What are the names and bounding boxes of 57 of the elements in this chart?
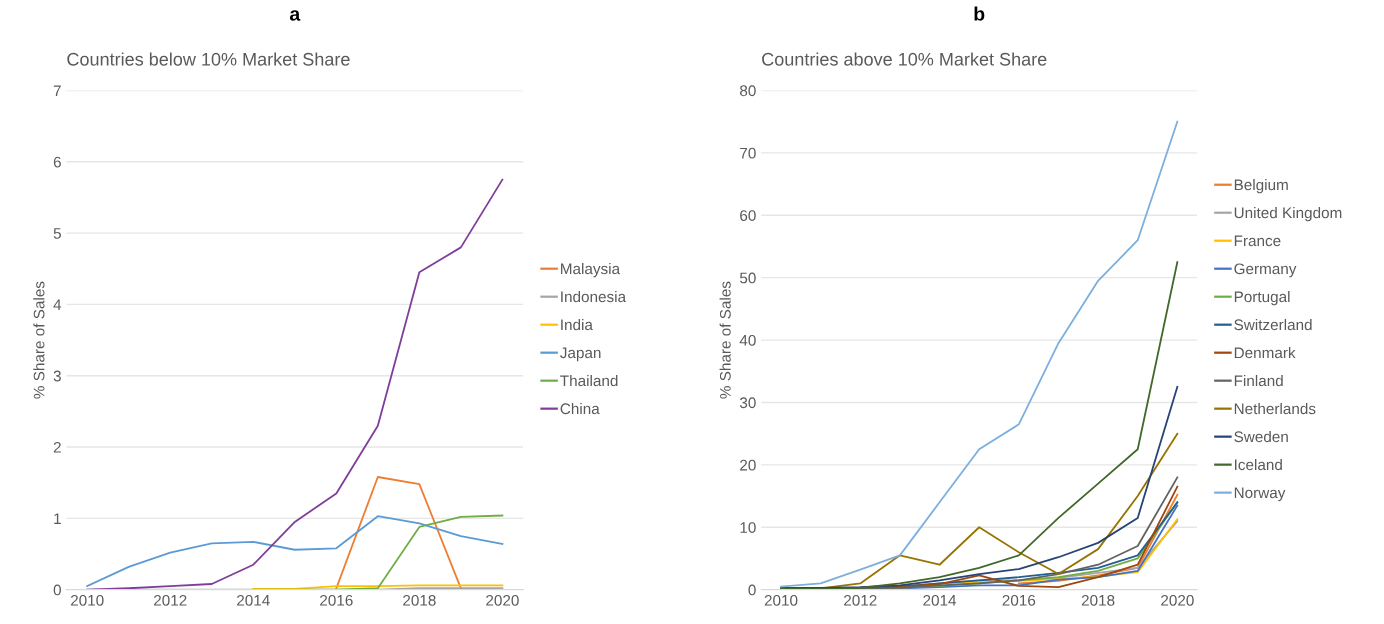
x-tick-label: 2016 (1002, 594, 1036, 606)
legend-label: Portugal (1234, 290, 1290, 306)
x-tick-label: 2010 (764, 594, 798, 606)
chart-title: Countries below 10% Market Share (67, 52, 350, 66)
y-tick-label: 70 (740, 147, 756, 159)
y-tick-label: 60 (740, 210, 756, 221)
legend-label: United Kingdom (1234, 207, 1342, 222)
x-tick-label: 2012 (154, 594, 187, 606)
line-series (86, 515, 504, 588)
line-series (780, 385, 1179, 589)
chart-title: Countries above 10% Market Share (762, 52, 1047, 66)
legend-label: India (561, 318, 593, 331)
legend-label: Denmark (1234, 346, 1296, 359)
legend-label: France (1234, 235, 1281, 247)
y-tick-label: 20 (740, 459, 756, 471)
x-tick-label: 2014 (923, 594, 957, 606)
y-tick-label: 1 (54, 513, 61, 524)
legend-label: Indonesia (561, 290, 627, 303)
x-tick-label: 2018 (403, 594, 436, 606)
y-tick-label: 2 (53, 441, 61, 453)
x-tick-label: 2010 (70, 594, 104, 606)
y-tick-label: 40 (739, 334, 756, 346)
y-tick-label: 80 (740, 85, 756, 97)
y-tick-label: 0 (53, 584, 61, 596)
y-tick-label: 0 (748, 584, 756, 596)
x-tick-label: 2018 (1081, 594, 1115, 606)
legend-label: Sweden (1234, 430, 1288, 443)
y-axis-title: % Share of Sales (33, 281, 45, 399)
text: b (974, 6, 985, 21)
legend-label: China (560, 402, 600, 415)
line-series (780, 120, 1179, 588)
y-tick-label: 30 (739, 397, 756, 409)
legend-label: Thailand (560, 374, 618, 387)
y-tick-label: 6 (53, 156, 61, 168)
y-tick-label: 50 (739, 272, 756, 284)
legend-label: Germany (1234, 263, 1297, 278)
y-tick-label: 10 (740, 522, 756, 533)
y-tick-label: 5 (53, 228, 61, 239)
x-tick-label: 2020 (486, 594, 519, 606)
y-tick-label: 7 (53, 85, 61, 97)
x-tick-label: 2016 (320, 594, 353, 606)
y-tick-label: 4 (53, 299, 62, 310)
legend-label: Iceland (1235, 458, 1282, 471)
legend-label: Japan (560, 347, 601, 362)
legend-label: Malaysia (561, 262, 621, 278)
legend-label: Finland (1234, 374, 1283, 387)
x-tick-label: 2020 (1161, 594, 1194, 606)
x-tick-label: 2012 (844, 594, 877, 606)
y-tick-label: 3 (53, 370, 61, 382)
line-series (780, 261, 1179, 590)
x-tick-label: 2014 (237, 594, 270, 606)
legend-label: Norway (1234, 487, 1286, 502)
legend-label: Belgium (1234, 179, 1288, 194)
legend-label: Netherlands (1234, 402, 1316, 415)
legend-label: Switzerland (1234, 318, 1312, 331)
y-axis-title: % Share of Sales (719, 281, 731, 399)
text: a (289, 10, 301, 21)
